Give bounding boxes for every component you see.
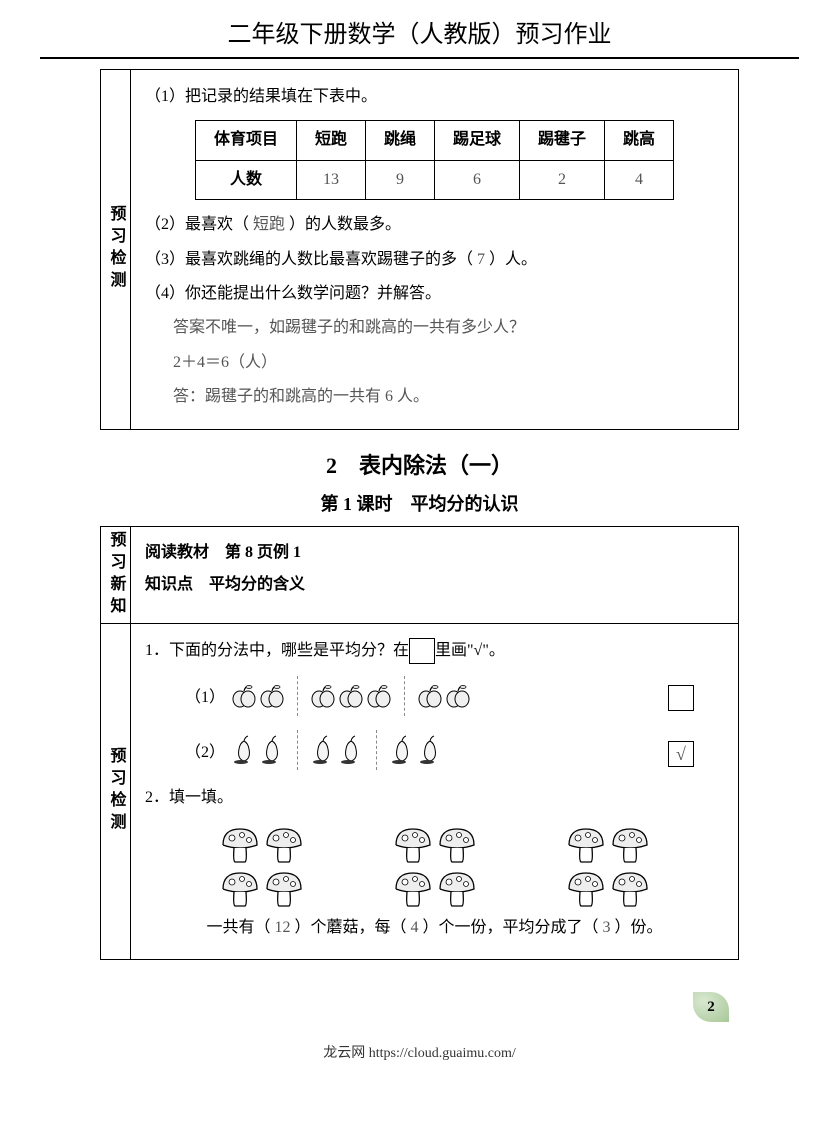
divider-icon xyxy=(404,676,405,716)
footer-text: 龙云网 https://cloud.guaimu.com/ xyxy=(0,1042,839,1062)
table-cell: 4 xyxy=(605,160,674,199)
fill-a3: 3 xyxy=(603,919,611,936)
table-cell: 9 xyxy=(365,160,434,199)
side-label-2b: 预习检测 xyxy=(101,624,131,960)
fill-a1: 12 xyxy=(274,919,290,936)
q2-fill: 2．填一填。 xyxy=(145,783,724,813)
icon-group xyxy=(417,683,471,709)
reading-line: 阅读教材 第 8 页例 1 xyxy=(145,537,724,569)
checkbox-1 xyxy=(668,685,694,711)
q3-answer: 7 xyxy=(477,251,485,268)
mushroom-icon xyxy=(436,867,478,909)
mushroom-icon xyxy=(609,823,651,865)
side-label-2a: 预习新知 xyxy=(101,527,131,623)
table-row-label: 人数 xyxy=(195,160,296,199)
pear-sym-icon xyxy=(231,735,257,765)
knowledge-point: 知识点 平均分的含义 xyxy=(145,569,724,601)
table-cell: 2 xyxy=(520,160,605,199)
q4-text: （4）你还能提出什么数学问题？并解答。 xyxy=(145,279,724,309)
icon-group xyxy=(389,735,443,765)
divider-icon xyxy=(297,730,298,770)
section-preview-test-1: 预习检测 （1）把记录的结果填在下表中。 体育项目短跑跳绳踢足球踢毽子跳高 人数… xyxy=(100,69,739,430)
mushroom-group xyxy=(565,823,651,909)
page-title: 二年级下册数学（人教版）预习作业 xyxy=(40,0,799,59)
table-header-cell: 跳绳 xyxy=(365,121,434,160)
divider-icon xyxy=(297,676,298,716)
pear-sym-icon xyxy=(259,735,285,765)
apple-sym-icon xyxy=(338,683,364,709)
mushroom-icon xyxy=(565,823,607,865)
table-header-cell: 体育项目 xyxy=(195,121,296,160)
q4-ans-1: 答案不唯一，如踢毽子的和跳高的一共有多少人？ xyxy=(145,313,724,343)
q2-answer: 短跑 xyxy=(253,216,285,233)
mushroom-icon xyxy=(263,867,305,909)
fill-a2: 4 xyxy=(411,919,419,936)
mushroom-icon xyxy=(436,823,478,865)
section-preview-test-2: 预习检测 1．下面的分法中，哪些是平均分？在里画"√"。 （1） （2） √ 2… xyxy=(100,623,739,961)
pear-sym-icon xyxy=(389,735,415,765)
apple-sym-icon xyxy=(417,683,443,709)
row-2-pears: （2） √ xyxy=(185,730,724,776)
fill-sentence: 一共有（ 12 ）个蘑菇，每（ 4 ）个一份，平均分成了（ 3 ）份。 xyxy=(145,913,724,943)
icon-group xyxy=(310,735,364,765)
apple-sym-icon xyxy=(445,683,471,709)
sports-table: 体育项目短跑跳绳踢足球踢毽子跳高 人数139624 xyxy=(195,120,674,200)
q1-text: （1）把记录的结果填在下表中。 xyxy=(145,82,724,112)
icon-group xyxy=(231,735,285,765)
table-header-cell: 短跑 xyxy=(296,121,365,160)
q4-ans-3: 答：踢毽子的和跳高的一共有 6 人。 xyxy=(145,382,724,412)
mushroom-group xyxy=(219,823,305,909)
q3-line: （3）最喜欢跳绳的人数比最喜欢踢毽子的多（ 7 ）人。 xyxy=(145,245,724,275)
apple-sym-icon xyxy=(366,683,392,709)
icon-group xyxy=(231,683,285,709)
mushroom-diagram xyxy=(145,817,724,913)
q2-line: （2）最喜欢（ 短跑 ）的人数最多。 xyxy=(145,210,724,240)
pear-sym-icon xyxy=(417,735,443,765)
table-header-cell: 跳高 xyxy=(605,121,674,160)
apple-sym-icon xyxy=(231,683,257,709)
mushroom-icon xyxy=(565,867,607,909)
divider-icon xyxy=(376,730,377,770)
table-header-cell: 踢毽子 xyxy=(520,121,605,160)
inline-box-icon xyxy=(409,638,435,664)
subtitle: 第 1 课时 平均分的认识 xyxy=(100,490,739,516)
page-number-badge: 2 xyxy=(693,992,729,1022)
pear-sym-icon xyxy=(338,735,364,765)
mushroom-icon xyxy=(219,867,261,909)
mushroom-icon xyxy=(219,823,261,865)
q4-ans-2: 2＋4＝6（人） xyxy=(145,348,724,378)
row-1-apples: （1） xyxy=(185,676,724,720)
checkbox-2: √ xyxy=(668,741,694,767)
q1-division: 1．下面的分法中，哪些是平均分？在里画"√"。 xyxy=(145,636,724,666)
pear-sym-icon xyxy=(310,735,336,765)
apple-sym-icon xyxy=(259,683,285,709)
mushroom-group xyxy=(392,823,478,909)
section-new-knowledge: 预习新知 阅读教材 第 8 页例 1 知识点 平均分的含义 xyxy=(100,526,739,623)
mushroom-icon xyxy=(609,867,651,909)
chapter-title: 2 表内除法（一） xyxy=(100,448,739,480)
apple-sym-icon xyxy=(310,683,336,709)
table-cell: 6 xyxy=(435,160,520,199)
table-header-cell: 踢足球 xyxy=(435,121,520,160)
mushroom-icon xyxy=(263,823,305,865)
side-label-1: 预习检测 xyxy=(101,70,131,429)
mushroom-icon xyxy=(392,823,434,865)
mushroom-icon xyxy=(392,867,434,909)
table-cell: 13 xyxy=(296,160,365,199)
icon-group xyxy=(310,683,392,709)
